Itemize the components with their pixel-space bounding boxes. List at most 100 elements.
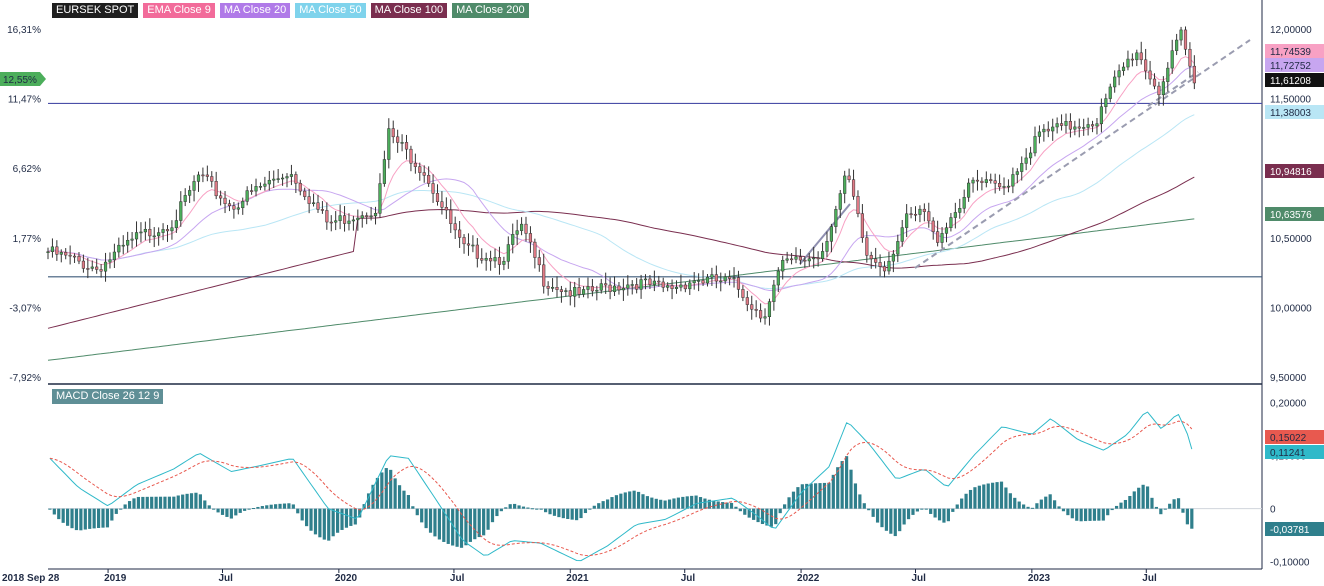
macd-legend[interactable]: MACD Close 26 12 9 — [52, 389, 164, 404]
macd-histogram-bar — [1137, 487, 1141, 509]
macd-histogram-bar — [296, 508, 300, 514]
candle — [157, 232, 161, 237]
macd-histogram-bar — [654, 498, 658, 509]
candle — [909, 213, 913, 216]
macd-histogram-bar — [1017, 501, 1021, 509]
macd-histogram-bar — [1079, 508, 1083, 522]
macd-histogram-bar — [150, 496, 154, 509]
macd-histogram-bar — [229, 508, 233, 519]
candle — [103, 261, 108, 272]
candle — [714, 274, 718, 282]
macd-histogram-bar — [628, 491, 632, 509]
macd-histogram-bar — [579, 508, 583, 519]
candle — [829, 226, 833, 242]
candle — [471, 244, 475, 247]
candle — [360, 215, 364, 219]
macd-histogram-bar — [83, 508, 87, 530]
candle — [989, 179, 993, 181]
x-tick-label: 2023 — [1028, 573, 1051, 584]
macd-histogram-bar — [305, 508, 309, 527]
macd-histogram-bar — [605, 499, 610, 509]
candle — [958, 208, 962, 213]
value-badge — [1265, 105, 1324, 119]
candle — [422, 172, 426, 176]
macd-histogram-bar — [548, 508, 552, 515]
candle — [444, 207, 448, 211]
candle — [639, 279, 643, 290]
macd-histogram-bar — [783, 504, 787, 509]
macd-histogram-bar — [535, 508, 539, 510]
candle — [170, 227, 174, 232]
candle — [524, 223, 528, 234]
macd-histogram-bar — [256, 506, 260, 509]
candle — [940, 233, 944, 243]
candle — [356, 217, 360, 221]
candle — [458, 229, 462, 238]
value-badge-label: 11,74539 — [1270, 47, 1311, 58]
candle — [993, 180, 997, 184]
value-badge-label: 11,38003 — [1270, 108, 1311, 119]
x-tick-label: Jul — [219, 573, 234, 584]
macd-histogram-bar — [614, 495, 619, 509]
macd-histogram-bar — [234, 508, 238, 516]
candle — [953, 212, 957, 218]
candle — [404, 142, 409, 150]
macd-histogram-bar — [145, 496, 149, 509]
y-tick-label-left: 11,47% — [8, 94, 41, 105]
macd-histogram-bar — [880, 508, 884, 528]
candle — [528, 233, 533, 243]
candle — [484, 258, 488, 261]
legend-item-eursek-spot[interactable]: EURSEK SPOT — [52, 3, 139, 18]
ma-close-50-line — [47, 114, 1195, 290]
macd-histogram-bar — [459, 508, 464, 548]
candle — [365, 215, 369, 217]
macd-histogram-bar — [645, 496, 650, 509]
macd-histogram-bar — [1083, 508, 1088, 522]
candle — [316, 202, 320, 210]
candle — [1188, 48, 1192, 67]
candle — [1099, 106, 1103, 124]
candle — [413, 162, 417, 167]
macd-histogram-bar — [1181, 508, 1185, 513]
macd-histogram-bar — [181, 494, 185, 509]
macd-histogram-bar — [1145, 486, 1150, 509]
macd-histogram-bar — [805, 483, 809, 509]
candle — [227, 203, 232, 207]
candle — [550, 286, 555, 289]
chart-legend: EURSEK SPOT EMA Close 9 MA Close 20 MA C… — [52, 3, 529, 18]
macd-histogram-bar — [220, 508, 225, 515]
legend-item-ema-close-9[interactable]: EMA Close 9 — [143, 3, 215, 18]
candle — [1024, 157, 1028, 164]
y-tick-label-right: 11,50000 — [1270, 95, 1311, 106]
macd-histogram-bar — [482, 508, 486, 536]
candle — [723, 276, 727, 282]
macd-histogram-bar — [818, 483, 822, 509]
candle — [121, 244, 125, 247]
x-tick-label: 2019 — [104, 573, 127, 584]
candle — [581, 289, 586, 295]
macd-histogram-bar — [163, 496, 167, 509]
candle — [856, 196, 860, 214]
candle — [59, 252, 63, 255]
legend-item-ma-close-100[interactable]: MA Close 100 — [370, 3, 448, 18]
macd-histogram-bar — [778, 508, 782, 514]
candle — [949, 217, 953, 228]
macd-histogram-bar — [1035, 503, 1039, 509]
candle — [1144, 59, 1148, 72]
macd-histogram-bar — [318, 508, 322, 538]
macd-histogram-bar — [743, 508, 747, 515]
candle — [763, 316, 767, 319]
macd-histogram-bar — [884, 508, 889, 531]
candle — [427, 175, 431, 184]
legend-item-ma-close-200[interactable]: MA Close 200 — [452, 3, 529, 18]
legend-item-ma-close-50[interactable]: MA Close 50 — [295, 3, 366, 18]
macd-histogram-bar — [1030, 507, 1035, 509]
candle — [258, 186, 263, 188]
candle — [820, 251, 825, 259]
macd-histogram-bar — [455, 508, 459, 547]
candle — [1029, 152, 1033, 159]
macd-histogram-bar — [225, 508, 229, 517]
macd-histogram-bar — [265, 505, 269, 509]
candle — [1051, 126, 1055, 132]
legend-item-ma-close-20[interactable]: MA Close 20 — [219, 3, 291, 18]
